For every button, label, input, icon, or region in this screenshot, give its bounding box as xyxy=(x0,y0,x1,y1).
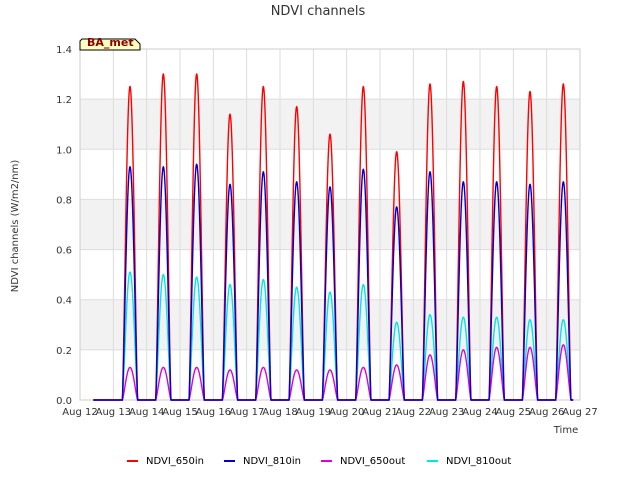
background-band xyxy=(80,99,580,150)
x-tick-label: Aug 26 xyxy=(529,407,564,418)
x-tick-label: Aug 24 xyxy=(462,407,497,418)
x-axis-label: Time xyxy=(553,425,578,436)
y-tick-label: 0.4 xyxy=(56,296,72,307)
legend-item-ndvi_810in[interactable]: NDVI_810in xyxy=(224,456,301,467)
x-tick-label: Aug 15 xyxy=(162,407,197,418)
legend-item-ndvi_650in[interactable]: NDVI_650in xyxy=(127,456,204,467)
background-band xyxy=(80,299,580,350)
background-band xyxy=(80,199,580,250)
x-tick-label: Aug 23 xyxy=(429,407,464,418)
x-tick-label: Aug 25 xyxy=(496,407,531,418)
legend[interactable]: NDVI_650in NDVI_810in NDVI_650out NDVI_810o… xyxy=(127,456,511,467)
x-tick-label: Aug 27 xyxy=(562,407,597,418)
x-tick-label: Aug 12 xyxy=(62,407,97,418)
y-axis-label: NDVI channels (W/m2/nm) xyxy=(10,160,21,293)
x-tick-label: Aug 20 xyxy=(329,407,364,418)
x-tick-label: Aug 17 xyxy=(229,407,264,418)
x-tick-label: Aug 13 xyxy=(96,407,131,418)
y-tick-label: 1.0 xyxy=(56,145,72,156)
plot-frame xyxy=(79,48,581,401)
background-bands xyxy=(80,99,580,350)
legend-label: NDVI_810out xyxy=(446,456,511,467)
series-layer xyxy=(93,72,574,401)
chart-title: NDVI channels xyxy=(271,4,366,19)
y-tick-label: 1.4 xyxy=(56,45,72,56)
y-tick-label: 1.2 xyxy=(56,95,72,106)
x-tick-label: Aug 14 xyxy=(129,407,164,418)
x-tick-label: Aug 22 xyxy=(396,407,431,418)
legend-item-ndvi_810out[interactable]: NDVI_810out xyxy=(427,456,511,467)
y-tick-label: 0.8 xyxy=(56,195,72,206)
legend-label: NDVI_810in xyxy=(243,456,301,467)
x-tick-label: Aug 16 xyxy=(196,407,231,418)
site-badge-box xyxy=(79,38,141,51)
legend-label: NDVI_650in xyxy=(146,456,204,467)
site-badge: BA_met xyxy=(79,36,141,51)
series-line-ndvi_810in xyxy=(93,163,574,401)
y-tick-label: 0.0 xyxy=(56,396,72,407)
legend-label: NDVI_650out xyxy=(340,456,405,467)
site-badge-label: BA_met xyxy=(87,36,134,49)
y-axis-ticks: 0.0 0.2 0.4 0.6 0.8 1.0 1.2 1.4 xyxy=(56,45,72,407)
legend-item-ndvi_650out[interactable]: NDVI_650out xyxy=(321,456,405,467)
x-tick-label: Aug 21 xyxy=(362,407,397,418)
x-tick-label: Aug 19 xyxy=(296,407,331,418)
x-tick-label: Aug 18 xyxy=(262,407,297,418)
y-tick-label: 0.6 xyxy=(56,246,72,257)
y-tick-label: 0.2 xyxy=(56,346,72,357)
